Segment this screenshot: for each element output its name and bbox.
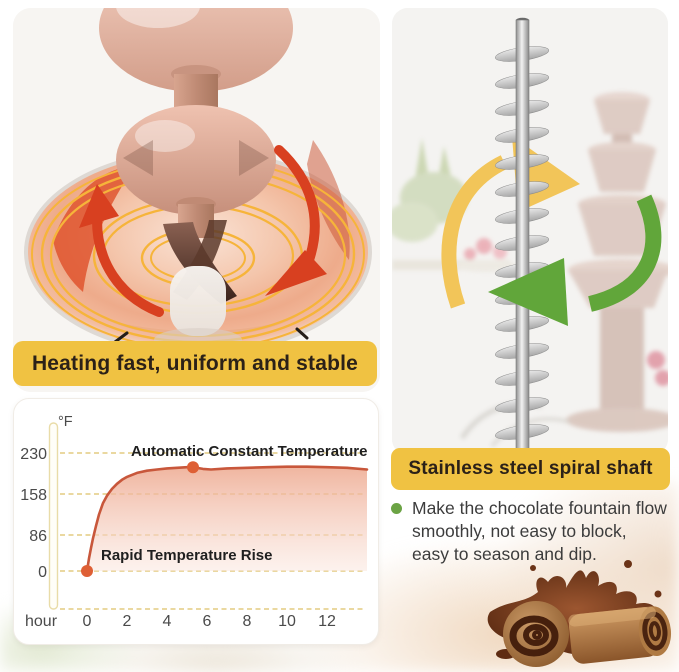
rotation-arrow-green-icon xyxy=(488,194,662,326)
svg-text:4: 4 xyxy=(163,613,172,630)
annotation-dot-0 xyxy=(81,565,93,577)
y-axis-bar xyxy=(48,422,59,610)
heating-base-art xyxy=(13,8,380,392)
annotation-constant-temp: Automatic Constant Temperature xyxy=(131,443,367,460)
svg-text:86: 86 xyxy=(29,528,47,545)
chocolate-splash-photo xyxy=(487,560,672,667)
temperature-chart-card: °F 230 158 86 0 hour 0 2 4 6 8 10 12 Rap… xyxy=(13,398,379,645)
svg-text:0: 0 xyxy=(83,613,92,630)
svg-text:8: 8 xyxy=(243,613,252,630)
spiral-shaft-art xyxy=(392,8,668,455)
heating-banner: Heating fast, uniform and stable xyxy=(13,341,377,386)
heating-base-photo xyxy=(13,8,380,392)
x-axis-unit: hour xyxy=(25,613,58,630)
rotation-arrow-red-icons xyxy=(79,145,327,317)
temperature-curve xyxy=(85,465,369,573)
svg-text:158: 158 xyxy=(20,487,47,504)
temperature-chart: °F 230 158 86 0 hour 0 2 4 6 8 10 12 Rap… xyxy=(20,414,369,630)
svg-text:6: 6 xyxy=(203,613,212,630)
spiral-banner: Stainless steel spiral shaft xyxy=(391,448,670,490)
fountain-tiers xyxy=(99,8,293,352)
chocolate-roll xyxy=(568,606,672,664)
temperature-area xyxy=(87,466,367,571)
heating-banner-label: Heating fast, uniform and stable xyxy=(31,351,359,375)
spiral-shaft-photo xyxy=(392,8,668,455)
y-tick-labels: 230 158 86 0 xyxy=(20,446,47,581)
green-dot-icon xyxy=(391,503,402,514)
spiral-banner-label: Stainless steel spiral shaft xyxy=(408,458,653,479)
feature-bullet: Make the chocolate fountain flow smoothl… xyxy=(391,497,673,566)
annotation-rapid-rise: Rapid Temperature Rise xyxy=(101,547,272,564)
feature-text: Make the chocolate fountain flow smoothl… xyxy=(412,498,667,565)
svg-text:230: 230 xyxy=(20,446,47,463)
chocolate-truffle xyxy=(503,601,569,667)
svg-text:0: 0 xyxy=(38,564,47,581)
x-tick-labels: 0 2 4 6 8 10 12 xyxy=(83,613,336,630)
annotation-dot-1 xyxy=(187,461,199,474)
y-axis-unit: °F xyxy=(58,414,73,430)
svg-text:2: 2 xyxy=(123,613,132,630)
svg-text:12: 12 xyxy=(318,613,336,630)
svg-text:10: 10 xyxy=(278,613,296,630)
